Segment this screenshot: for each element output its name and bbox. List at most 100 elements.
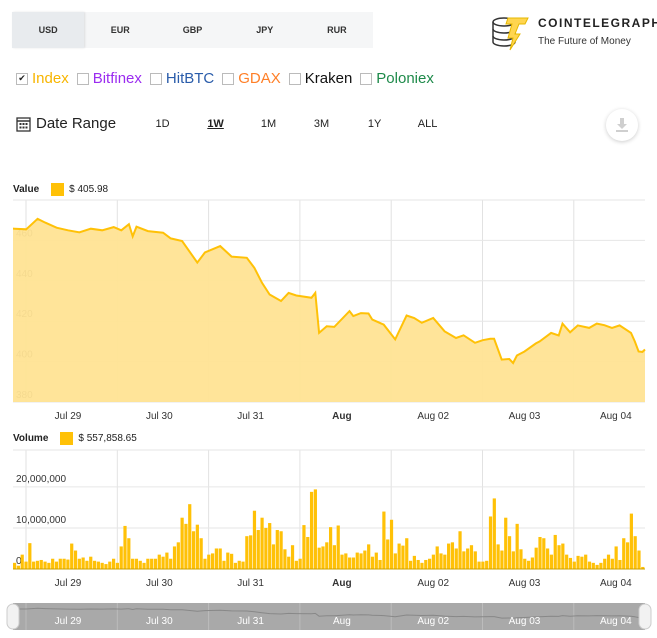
volume-bar	[618, 559, 622, 569]
volume-bar	[92, 560, 97, 569]
volume-bar	[477, 561, 481, 569]
volume-bar	[252, 510, 257, 569]
range-1y[interactable]: 1Y	[367, 117, 382, 130]
navigator-left-handle[interactable]	[6, 603, 20, 630]
range-all[interactable]: ALL	[417, 117, 438, 130]
volume-bar	[165, 552, 169, 569]
exchange-poloniex[interactable]: Poloniex	[360, 70, 434, 87]
volume-bar	[488, 516, 493, 569]
navigator-line	[14, 607, 646, 619]
volume-bar	[599, 562, 603, 569]
tab-usd[interactable]: USD	[12, 12, 85, 48]
x-tick-label: Aug 04	[600, 578, 632, 589]
volume-bar	[416, 559, 420, 569]
exchange-label: Poloniex	[376, 70, 434, 87]
volume-bar	[302, 525, 306, 569]
volume-bar	[39, 559, 43, 569]
volume-bar	[382, 511, 386, 569]
volume-bar	[218, 548, 222, 569]
navigator-tick-label: Jul 30	[146, 616, 173, 627]
checkbox-icon[interactable]	[222, 72, 235, 85]
cointelegraph-logo[interactable]: COINTELEGRAPH The Future of Money	[490, 12, 657, 52]
volume-bar	[66, 559, 70, 569]
volume-bar	[111, 558, 116, 569]
date-range-label: Date Range	[36, 115, 117, 132]
x-tick-label: Aug 02	[417, 411, 449, 422]
tab-jpy[interactable]: JPY	[256, 25, 274, 35]
volume-bar	[271, 544, 276, 569]
volume-bar	[161, 556, 165, 569]
value-title: Value	[13, 184, 40, 195]
volume-bar	[496, 544, 500, 569]
volume-bar	[85, 560, 89, 569]
volume-bar	[450, 542, 455, 569]
volume-bar	[264, 527, 268, 569]
tab-rur[interactable]: RUR	[327, 25, 347, 35]
checkbox-checked-icon[interactable]: ✔	[16, 72, 28, 85]
checkbox-icon[interactable]	[360, 72, 373, 85]
checkbox-icon[interactable]	[288, 72, 301, 85]
volume-bar	[214, 548, 218, 569]
volume-bar	[81, 557, 85, 569]
x-tick-label: Jul 29	[55, 578, 82, 589]
tab-gbp[interactable]: GBP	[182, 25, 203, 35]
volume-bar	[123, 525, 127, 569]
volume-bar	[54, 561, 59, 569]
volume-bar	[530, 557, 534, 569]
volume-bar	[268, 523, 272, 569]
exchange-bitfinex[interactable]: Bitfinex	[76, 70, 142, 87]
volume-bar	[131, 558, 135, 569]
volume-bar	[405, 538, 409, 569]
logo-name: COINTELEGRAPH	[538, 16, 657, 30]
exchange-kraken[interactable]: Kraken	[288, 70, 352, 87]
volume-bar	[580, 556, 584, 569]
volume-bar	[16, 565, 21, 569]
volume-bar	[230, 553, 234, 569]
exchange-index[interactable]: ✔ Index	[16, 70, 69, 87]
volume-bar	[481, 561, 485, 569]
volume-bar	[245, 536, 249, 569]
volume-bar	[629, 513, 633, 569]
volume-bar	[557, 545, 561, 569]
x-tick-label: Aug	[332, 578, 351, 589]
volume-bar	[70, 543, 74, 569]
volume-bar	[606, 554, 611, 569]
volume-bar	[526, 560, 531, 569]
navigator-right-handle[interactable]	[638, 603, 652, 630]
logo-coins-icon	[492, 17, 529, 51]
x-tick-label: Jul 30	[146, 411, 173, 422]
tab-eur[interactable]: EUR	[110, 25, 130, 35]
volume-bar	[150, 558, 154, 569]
checkbox-icon[interactable]	[149, 72, 162, 85]
volume-bar	[469, 545, 474, 569]
volume-bar	[427, 558, 432, 569]
volume-bar	[237, 560, 241, 569]
volume-bar	[572, 561, 576, 569]
logo-tagline: The Future of Money	[538, 36, 631, 47]
x-tick-label: Aug 03	[509, 578, 541, 589]
exchange-gdax[interactable]: GDAX	[222, 70, 281, 87]
x-tick-label: Aug	[332, 411, 351, 422]
volume-bar	[568, 557, 573, 569]
volume-bar	[443, 554, 447, 569]
range-1d[interactable]: 1D	[155, 117, 170, 130]
volume-bar	[191, 531, 196, 569]
range-1w[interactable]: 1W	[207, 117, 224, 130]
exchange-hitbtc[interactable]: HitBTC	[149, 70, 214, 87]
x-tick-label: Jul 31	[237, 411, 264, 422]
volume-bar	[329, 527, 333, 569]
volume-bar	[546, 548, 550, 569]
volume-bar	[321, 546, 325, 569]
range-1m[interactable]: 1M	[260, 117, 277, 130]
volume-bar	[523, 558, 527, 569]
volume-bar	[538, 536, 542, 569]
volume-bar	[24, 561, 28, 569]
checkbox-icon[interactable]	[76, 72, 89, 85]
volume-bar	[420, 562, 424, 569]
volume-bar	[290, 545, 295, 569]
range-3m[interactable]: 3M	[313, 117, 330, 130]
volume-bar	[344, 553, 348, 569]
download-button[interactable]	[606, 109, 638, 141]
volume-bar	[100, 562, 104, 569]
volume-bar	[249, 535, 253, 569]
